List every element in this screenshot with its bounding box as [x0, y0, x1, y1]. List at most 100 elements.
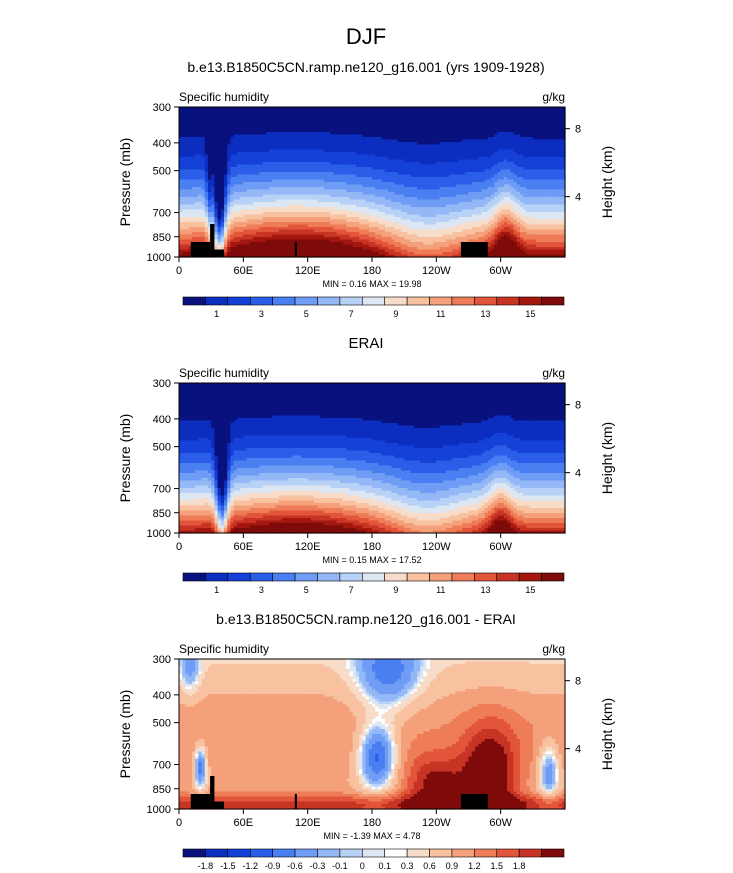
contour-cell — [220, 137, 225, 141]
contour-cell — [191, 137, 196, 141]
contour-cell — [471, 174, 476, 178]
contour-cell — [491, 139, 495, 143]
contour-cell — [519, 117, 524, 121]
contour-cell — [491, 122, 495, 126]
contour-cell — [497, 174, 502, 178]
contour-cell — [269, 117, 273, 121]
contour-cell — [195, 127, 199, 131]
contour-cell — [246, 159, 251, 163]
contour-cell — [423, 147, 428, 151]
contour-cell — [433, 129, 437, 133]
contour-cell — [259, 157, 264, 161]
contour-cell — [233, 159, 238, 163]
contour-cell — [478, 129, 482, 133]
contour-cell — [384, 142, 389, 146]
contour-cell — [211, 114, 215, 118]
contour-cell — [233, 164, 238, 168]
contour-cell — [269, 164, 273, 168]
contour-cell — [224, 139, 228, 143]
contour-cell — [326, 107, 331, 111]
contour-cell — [407, 119, 412, 123]
contour-cell — [417, 152, 421, 156]
contour-cell — [310, 152, 315, 156]
contour-cell — [198, 142, 203, 146]
contour-cell — [384, 159, 389, 163]
contour-cell — [449, 154, 454, 158]
contour-cell — [307, 112, 312, 116]
contour-cell — [372, 182, 376, 186]
contour-cell — [536, 164, 540, 168]
contour-cell — [272, 112, 277, 116]
contour-cell — [397, 109, 402, 113]
contour-cell — [339, 149, 344, 153]
contour-cell — [352, 137, 357, 141]
contour-cell — [217, 159, 222, 163]
contour-cell — [346, 119, 351, 123]
chart-panel-1: b.e13.B1850C5CN.ramp.ne120_g16.001 (yrs … — [117, 59, 615, 319]
contour-cell — [233, 109, 238, 113]
contour-cell — [275, 149, 280, 153]
contour-cell — [179, 177, 183, 181]
contour-cell — [478, 179, 482, 183]
contour-cell — [539, 154, 544, 158]
contour-cell — [207, 112, 212, 116]
contour-cell — [265, 172, 270, 176]
contour-cell — [355, 119, 360, 123]
contour-cell — [314, 134, 318, 138]
contour-cell — [330, 137, 334, 141]
contour-cell — [539, 174, 544, 178]
contour-cell — [375, 132, 380, 136]
contour-cell — [423, 167, 428, 171]
contour-cell — [191, 164, 196, 168]
contour-cell — [532, 122, 537, 126]
contour-cell — [304, 109, 309, 113]
contour-cell — [198, 182, 203, 186]
contour-cell — [243, 152, 248, 156]
contour-cell — [294, 144, 299, 148]
contour-cell — [507, 179, 511, 183]
contour-cell — [507, 117, 511, 121]
contour-cell — [526, 117, 531, 121]
contour-cell — [536, 157, 540, 161]
contour-cell — [368, 144, 373, 148]
contour-cell — [330, 139, 334, 143]
contour-cell — [442, 137, 447, 141]
contour-cell — [224, 119, 228, 123]
contour-cell — [339, 174, 344, 178]
contour-cell — [359, 172, 363, 176]
contour-cell — [539, 117, 544, 121]
contour-cell — [484, 122, 489, 126]
contour-cell — [436, 179, 441, 183]
contour-cell — [417, 162, 421, 166]
contour-cell — [532, 117, 537, 121]
contour-cell — [542, 179, 547, 183]
contour-cell — [465, 139, 470, 143]
contour-cell — [423, 109, 428, 113]
contour-cell — [288, 124, 293, 128]
contour-cell — [365, 162, 370, 166]
contour-cell — [214, 154, 219, 158]
contour-cell — [394, 107, 399, 111]
contour-cell — [256, 114, 261, 118]
contour-cell — [542, 162, 547, 166]
contour-cell — [503, 109, 508, 113]
contour-cell — [314, 152, 318, 156]
contour-cell — [455, 139, 460, 143]
contour-cell — [452, 179, 457, 183]
contour-cell — [368, 122, 373, 126]
contour-cell — [288, 182, 293, 186]
contour-cell — [246, 122, 251, 126]
contour-cell — [375, 117, 380, 121]
contour-cell — [323, 149, 328, 153]
contour-cell — [233, 137, 238, 141]
contour-cell — [336, 172, 341, 176]
contour-cell — [230, 107, 235, 111]
contour-cell — [442, 134, 447, 138]
contour-cell — [243, 132, 248, 136]
contour-cell — [503, 129, 508, 133]
contour-cell — [259, 164, 264, 168]
contour-cell — [391, 167, 396, 171]
contour-cell — [400, 172, 405, 176]
contour-cell — [278, 172, 283, 176]
contour-cell — [349, 107, 354, 111]
